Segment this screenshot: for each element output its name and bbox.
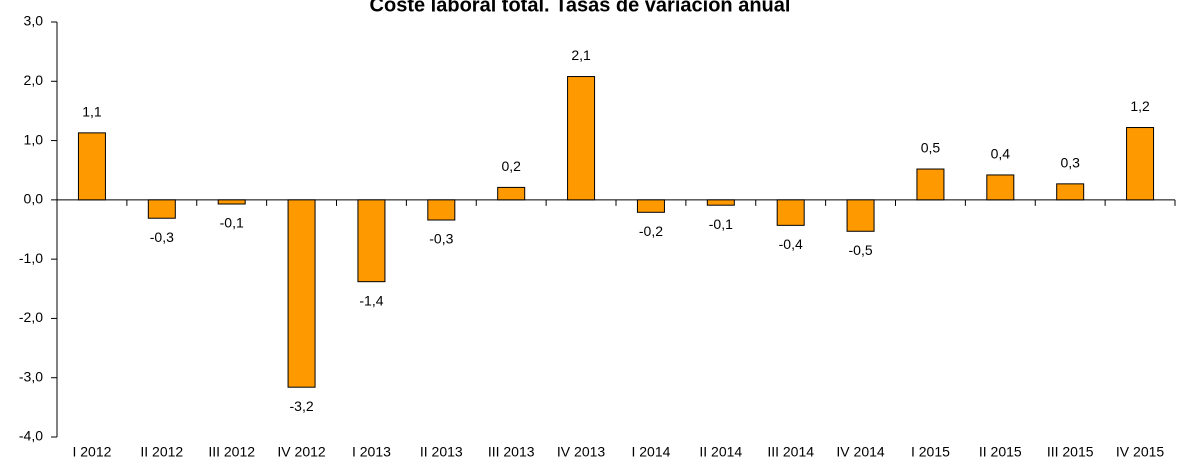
y-tick-label: 2,0 — [24, 72, 44, 88]
bar — [357, 199, 386, 283]
bar — [706, 199, 735, 206]
y-tick-label: -3,0 — [19, 368, 43, 384]
value-label: -0,1 — [220, 215, 244, 231]
value-label: 0,5 — [921, 140, 941, 156]
x-tick-label: I 2015 — [911, 444, 950, 459]
value-label: -0,2 — [639, 223, 663, 239]
bar — [77, 132, 106, 201]
bar — [287, 199, 316, 388]
value-label: 1,1 — [82, 104, 102, 120]
bar — [427, 199, 456, 221]
value-label: -0,5 — [849, 242, 873, 258]
bar — [916, 168, 945, 201]
y-tick-label: -2,0 — [19, 309, 43, 325]
value-label: 0,4 — [991, 146, 1011, 162]
y-tick-label: 0,0 — [24, 191, 44, 207]
x-tick-label: I 2014 — [631, 444, 670, 459]
value-label: 1,2 — [1130, 98, 1150, 114]
x-tick-label: II 2012 — [140, 444, 183, 459]
value-label: -3,2 — [290, 398, 314, 414]
value-label: 0,3 — [1060, 155, 1080, 171]
bar — [217, 199, 246, 205]
value-label: -0,4 — [779, 236, 803, 252]
y-tick-label: 1,0 — [24, 131, 44, 147]
value-label: -0,1 — [709, 216, 733, 232]
y-tick-label: -1,0 — [19, 250, 43, 266]
value-label: 2,1 — [571, 47, 591, 63]
value-label: -1,4 — [359, 292, 383, 308]
x-tick-label: II 2014 — [699, 444, 742, 459]
bar — [147, 199, 176, 219]
x-tick-label: IV 2012 — [277, 444, 325, 459]
x-tick-label: IV 2013 — [557, 444, 605, 459]
x-tick-label: I 2013 — [352, 444, 391, 459]
bar — [567, 76, 596, 201]
bar — [846, 199, 875, 232]
x-tick-label: III 2014 — [767, 444, 814, 459]
x-tick-label: III 2012 — [208, 444, 255, 459]
bar — [776, 199, 805, 226]
bar — [1126, 127, 1155, 201]
x-tick-label: III 2015 — [1047, 444, 1094, 459]
y-tick-label: 3,0 — [24, 13, 44, 29]
x-tick-label: I 2012 — [72, 444, 111, 459]
value-label: -0,3 — [429, 231, 453, 247]
y-tick-label: -4,0 — [19, 428, 43, 444]
x-tick-label: III 2013 — [488, 444, 535, 459]
x-tick-label: II 2013 — [420, 444, 463, 459]
bar — [497, 186, 526, 201]
value-label: -0,3 — [150, 229, 174, 245]
value-label: 0,2 — [501, 158, 521, 174]
x-tick-label: II 2015 — [979, 444, 1022, 459]
x-tick-label: IV 2014 — [836, 444, 884, 459]
bar — [986, 174, 1015, 201]
bar — [636, 199, 665, 213]
bar — [1056, 183, 1085, 201]
x-tick-label: IV 2015 — [1116, 444, 1164, 459]
chart-title: Coste laboral total. Tasas de variación … — [370, 0, 791, 16]
